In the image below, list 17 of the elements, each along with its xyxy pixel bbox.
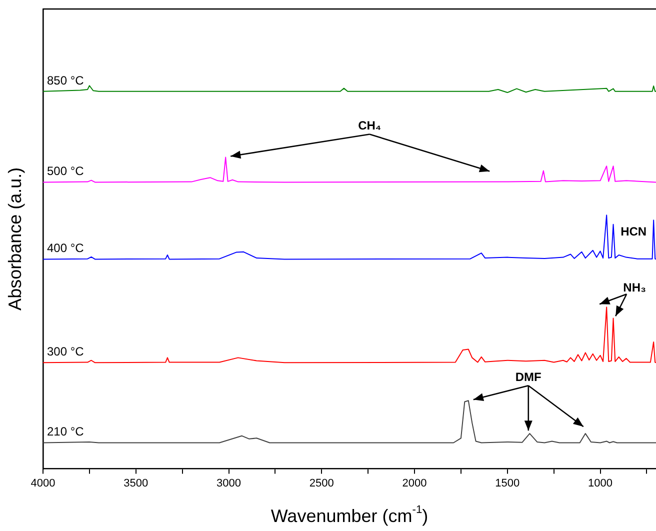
x-tick-label: 2000 [402,477,427,490]
series-label: 300 °C [47,344,84,359]
x-tick-label: 4000 [30,477,56,490]
annotation: HCN [620,224,647,238]
x-tick-label: 3500 [124,477,148,490]
annotation: NH₃ [623,280,646,294]
series-label: 500 °C [47,164,84,178]
y-axis-title: Absorbance (a.u.) [4,167,25,310]
series-label: 210 °C [47,424,84,439]
x-tick-label: 1000 [588,477,613,490]
annotation: DMF [515,370,542,384]
x-tick-label: 1500 [495,477,520,490]
x-tick-label: 2500 [309,477,334,490]
series-label: 400 °C [47,241,84,256]
annotation: CH₄ [358,118,382,133]
x-tick-label: 3000 [216,477,241,490]
series-label: 850 °C [47,73,84,88]
